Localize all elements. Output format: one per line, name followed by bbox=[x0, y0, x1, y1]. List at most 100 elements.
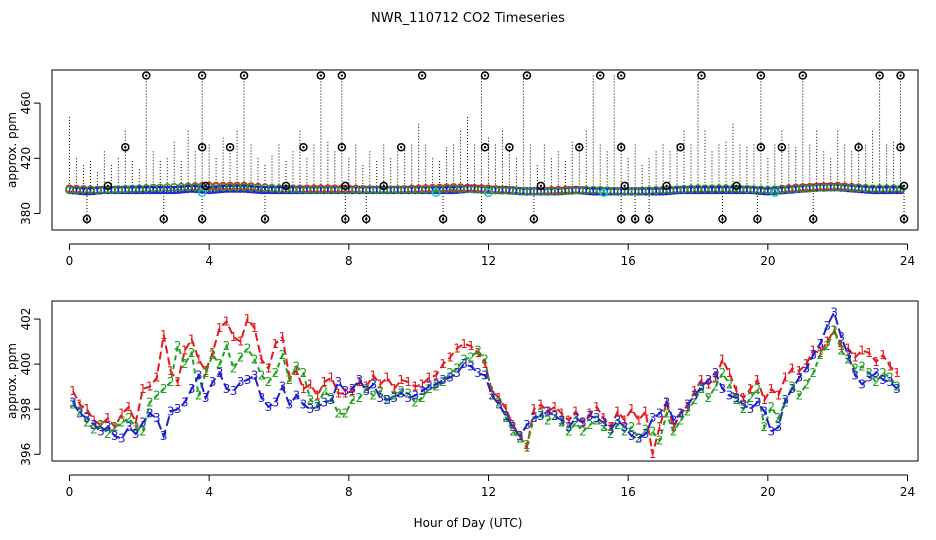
series-3-point-label: 3 bbox=[251, 368, 259, 382]
series-1-point-label: 1 bbox=[467, 339, 475, 353]
series-1-point-label: 1 bbox=[446, 350, 454, 364]
series-3-point-label: 3 bbox=[244, 373, 252, 387]
series-3-point-label: 3 bbox=[223, 382, 231, 396]
series-3-point-label: 3 bbox=[167, 404, 175, 418]
series-2-point-label: 2 bbox=[740, 402, 748, 416]
series-1-point-label: 1 bbox=[530, 402, 538, 416]
top-outlier-near-dot bbox=[204, 184, 207, 188]
series-3-point-label: 3 bbox=[132, 427, 140, 441]
series-3-point-label: 3 bbox=[335, 375, 343, 389]
series-3-point-label: 3 bbox=[879, 373, 887, 387]
series-2-point-label: 2 bbox=[97, 418, 105, 432]
series-3-point-label: 3 bbox=[425, 380, 433, 394]
top-outlier-high-dot bbox=[483, 74, 487, 77]
series-1-point-label: 1 bbox=[279, 330, 287, 344]
series-1-point-label: 1 bbox=[837, 339, 845, 353]
series-3-point-label: 3 bbox=[684, 398, 692, 412]
series-1-point-label: 1 bbox=[376, 377, 384, 391]
series-1-point-label: 1 bbox=[754, 373, 762, 387]
top-outlier-low bbox=[159, 214, 168, 224]
top-point-cyan bbox=[197, 188, 207, 198]
series-3-point-label: 3 bbox=[621, 420, 629, 434]
series-2-point-label: 2 bbox=[146, 395, 154, 409]
top-outlier-mid-dot bbox=[340, 146, 344, 149]
top-outlier-near-dot bbox=[284, 184, 288, 188]
series-2-point-label: 2 bbox=[544, 413, 552, 427]
series-2-point-label: 2 bbox=[90, 422, 98, 436]
top-outlier-high-dot bbox=[525, 74, 529, 77]
top-x-axis: 0 4 8 12 16 20 24 bbox=[66, 243, 915, 268]
top-outlier-mid-dot bbox=[578, 146, 581, 149]
series-1-point-label: 1 bbox=[153, 371, 161, 385]
series-2-point-label: 2 bbox=[342, 407, 350, 421]
top-outlier-high bbox=[239, 71, 249, 80]
bottom-x-tick-label: 24 bbox=[900, 485, 915, 499]
series-3-point-label: 3 bbox=[300, 398, 308, 412]
series-3-point-label: 3 bbox=[502, 409, 510, 423]
top-outlier-high-dot bbox=[599, 74, 602, 77]
series-2-point-label: 2 bbox=[244, 341, 252, 355]
series-3-point-label: 3 bbox=[775, 420, 783, 434]
series-3-point-label: 3 bbox=[404, 391, 412, 405]
series-2-point-label: 2 bbox=[118, 416, 126, 430]
series-3-point-label: 3 bbox=[886, 375, 894, 389]
series-1-point-label: 1 bbox=[537, 398, 545, 412]
top-outlier-low-dot bbox=[480, 217, 483, 221]
series-2-point-label: 2 bbox=[865, 366, 873, 380]
top-outlier-mid bbox=[756, 142, 766, 152]
top-outlier-mid bbox=[225, 142, 235, 152]
top-outlier-near bbox=[379, 181, 388, 191]
series-1-point-label: 1 bbox=[726, 366, 734, 380]
series-1-point-label: 1 bbox=[90, 413, 98, 427]
series-2-point-label: 2 bbox=[453, 362, 461, 376]
series-1-point-label: 1 bbox=[802, 357, 810, 371]
top-outlier-mid bbox=[505, 142, 514, 152]
top-outlier-low bbox=[438, 214, 448, 224]
series-1-point-label: 1 bbox=[202, 364, 210, 378]
series-3-point-label: 3 bbox=[893, 382, 901, 396]
top-outlier-near-dot bbox=[382, 184, 385, 188]
series-2-point-label: 2 bbox=[558, 416, 566, 430]
series-2-point-label: 2 bbox=[300, 366, 308, 380]
series-3-point-label: 3 bbox=[369, 377, 377, 391]
top-plot-frame bbox=[51, 69, 919, 231]
series-2-point-label: 2 bbox=[237, 350, 245, 364]
top-outlier-mid-dot bbox=[399, 146, 403, 149]
top-outlier-near bbox=[341, 181, 350, 191]
series-3-point-label: 3 bbox=[293, 389, 301, 403]
top-x-tick-label: 4 bbox=[205, 254, 213, 268]
top-outlier-mid-dot bbox=[780, 146, 784, 149]
series-1-point-label: 1 bbox=[663, 395, 671, 409]
series-3-point-label: 3 bbox=[432, 377, 440, 391]
series-2-point-label: 2 bbox=[411, 395, 419, 409]
series-1-point-label: 1 bbox=[649, 447, 657, 461]
series-1-point-label: 1 bbox=[474, 346, 482, 360]
series-3-point-label: 3 bbox=[768, 425, 776, 439]
top-outlier-low-dot bbox=[633, 217, 637, 221]
top-outlier-mid bbox=[616, 142, 626, 152]
series-2-point-label: 2 bbox=[551, 409, 559, 423]
top-outlier-mid bbox=[854, 142, 863, 152]
series-2-point-label: 2 bbox=[335, 407, 343, 421]
top-outlier-mid-dot bbox=[483, 146, 487, 149]
top-y-tick-label: 380 bbox=[19, 202, 33, 225]
top-outlier-low bbox=[82, 214, 92, 224]
top-outlier-high bbox=[316, 71, 326, 80]
top-outlier-near bbox=[103, 181, 113, 191]
series-1-point-label: 1 bbox=[614, 404, 622, 418]
series-3-point-label: 3 bbox=[390, 391, 398, 405]
top-outlier-low bbox=[808, 214, 818, 224]
top-outlier-mid bbox=[777, 142, 787, 152]
series-1-point-label: 1 bbox=[111, 420, 119, 434]
series-3-point-label: 3 bbox=[733, 391, 741, 405]
series-3-point-label: 3 bbox=[656, 407, 664, 421]
series-2-point-label: 2 bbox=[432, 380, 440, 394]
series-3-point-label: 3 bbox=[593, 411, 601, 425]
series-2-point-label: 2 bbox=[383, 393, 391, 407]
top-outlier-high bbox=[896, 71, 905, 80]
series-2-point-label: 2 bbox=[684, 404, 692, 418]
series-3-point-label: 3 bbox=[551, 409, 559, 423]
series-3-point-label: 3 bbox=[97, 425, 105, 439]
